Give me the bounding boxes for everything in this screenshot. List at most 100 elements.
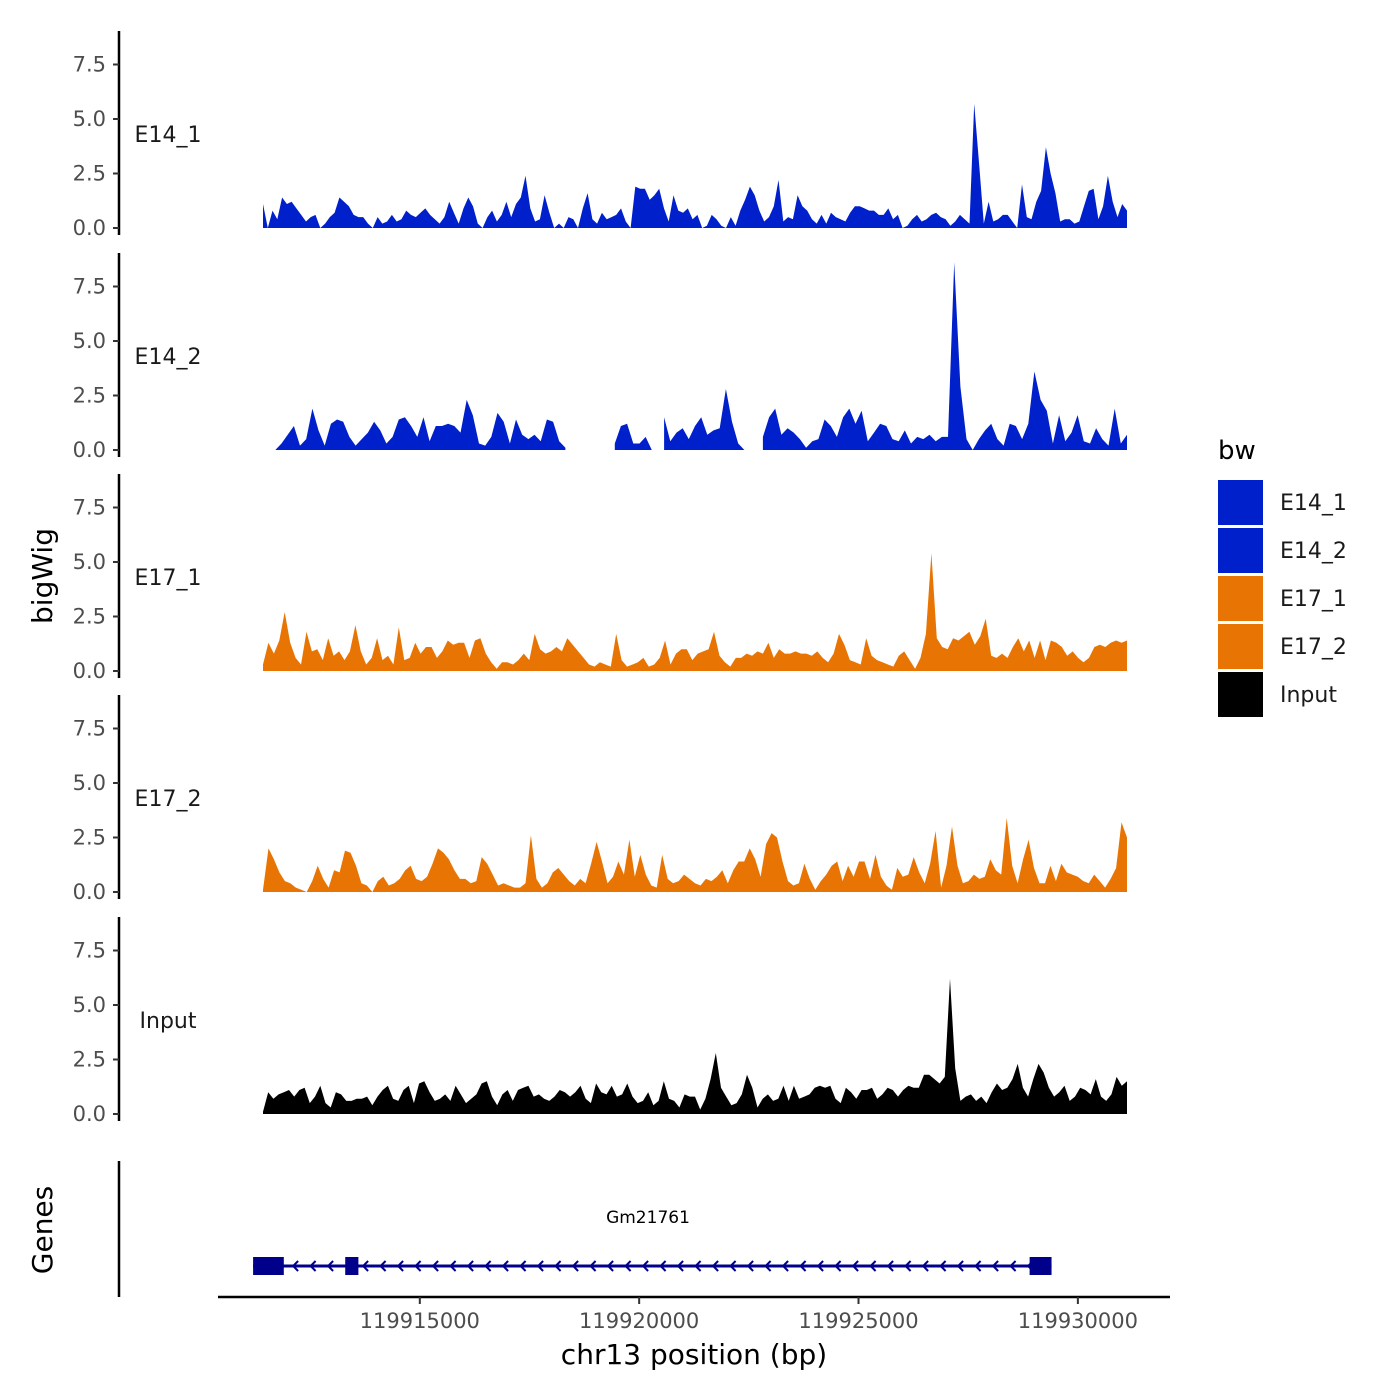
legend-label: E14_2 (1280, 539, 1347, 564)
legend-entry: E14_2 (1218, 528, 1347, 573)
y-tick-label: 0.0 (73, 880, 106, 904)
x-tick-label: 119925000 (798, 1309, 918, 1333)
strand-arrow (641, 1260, 649, 1272)
track-label: E14_2 (135, 345, 202, 370)
strand-arrow (536, 1260, 544, 1272)
y-tick-label: 0.0 (73, 659, 106, 683)
track-label: Input (140, 1009, 197, 1034)
strand-arrow (309, 1260, 317, 1272)
strand-arrow (396, 1260, 404, 1272)
genes-axis-title: Genes (26, 1186, 59, 1274)
strand-arrow (974, 1260, 982, 1272)
track-label: E17_2 (135, 787, 202, 812)
legend-swatch (1218, 672, 1263, 717)
x-tick-label: 119915000 (360, 1309, 480, 1333)
strand-arrow (291, 1260, 299, 1272)
legend-title: bw (1218, 436, 1256, 466)
strand-arrow (554, 1260, 562, 1272)
legend-entry: E17_2 (1218, 624, 1347, 669)
strand-arrow (361, 1260, 369, 1272)
legend-swatch (1218, 624, 1263, 669)
y-tick-label: 5.0 (73, 993, 106, 1017)
x-tick-label: 119920000 (579, 1309, 699, 1333)
gene-exon (345, 1257, 359, 1275)
strand-arrow (834, 1260, 842, 1272)
track-e17-2: 0.0 2.5 5.0 7.5 E17_2 (73, 695, 1127, 904)
y-axis-title: bigWig (26, 528, 59, 624)
y-tick-label: 0.0 (73, 216, 106, 240)
strand-arrow (501, 1260, 509, 1272)
y-tick-label: 7.5 (73, 939, 106, 963)
strand-arrow (851, 1260, 859, 1272)
signal-area (263, 978, 1127, 1114)
y-tick-label: 5.0 (73, 107, 106, 131)
y-tick-label: 2.5 (73, 162, 106, 186)
legend-swatch (1218, 480, 1263, 525)
y-tick-label: 7.5 (73, 496, 106, 520)
strand-arrow (886, 1260, 894, 1272)
signal-area (263, 262, 1127, 450)
signal-area (263, 553, 1127, 671)
y-tick-label: 2.5 (73, 605, 106, 629)
track-e14-2: 0.0 2.5 5.0 7.5 E14_2 (73, 253, 1127, 462)
strand-arrow (746, 1260, 754, 1272)
legend-label: Input (1280, 683, 1337, 708)
legend-swatch (1218, 528, 1263, 573)
x-tick-label: 119930000 (1018, 1309, 1138, 1333)
track-e17-1: 0.0 2.5 5.0 7.5 E17_1 (73, 474, 1127, 683)
signal-area (263, 103, 1127, 228)
legend-label: E17_2 (1280, 635, 1347, 660)
strand-arrow (799, 1260, 807, 1272)
y-tick-label: 5.0 (73, 771, 106, 795)
strand-arrow (484, 1260, 492, 1272)
strand-arrow (379, 1260, 387, 1272)
strand-arrow (519, 1260, 527, 1272)
strand-arrow (729, 1260, 737, 1272)
strand-arrow (676, 1260, 684, 1272)
y-tick-label: 5.0 (73, 550, 106, 574)
x-axis-title: chr13 position (bp) (561, 1338, 827, 1371)
strand-arrow (694, 1260, 702, 1272)
y-tick-label: 0.0 (73, 1102, 106, 1126)
legend-swatch (1218, 576, 1263, 621)
track-label: E17_1 (135, 566, 202, 591)
legend-entry: E17_1 (1218, 576, 1347, 621)
strand-arrow (869, 1260, 877, 1272)
legend-label: E17_1 (1280, 587, 1347, 612)
y-tick-label: 5.0 (73, 329, 106, 353)
strand-arrow (781, 1260, 789, 1272)
gene-exon (253, 1257, 284, 1275)
y-tick-label: 7.5 (73, 53, 106, 77)
y-tick-label: 2.5 (73, 826, 106, 850)
strand-arrow (606, 1260, 614, 1272)
track-panels: 0.0 2.5 5.0 7.5 E14_1 0.0 2.5 5.0 7.5 E14_2 0.0 2.5… (73, 31, 1127, 1126)
strand-arrow (904, 1260, 912, 1272)
strand-arrow (414, 1260, 422, 1272)
legend: bw E14_1 E14_2 E17_1 E17_2 Input (1218, 436, 1347, 717)
track-input: 0.0 2.5 5.0 7.5 Input (73, 917, 1127, 1126)
gene-label: Gm21761 (606, 1208, 690, 1228)
strand-arrow (571, 1260, 579, 1272)
strand-arrow (659, 1260, 667, 1272)
strand-arrow (816, 1260, 824, 1272)
genes-panel: Gm21761 (117, 1161, 1052, 1297)
strand-arrow (1009, 1260, 1017, 1272)
legend-entry: E14_1 (1218, 480, 1347, 525)
y-tick-label: 2.5 (73, 384, 106, 408)
strand-arrow (991, 1260, 999, 1272)
strand-arrow (764, 1260, 772, 1272)
strand-arrow (624, 1260, 632, 1272)
y-tick-label: 0.0 (73, 438, 106, 462)
track-label: E14_1 (135, 123, 202, 148)
y-tick-label: 7.5 (73, 717, 106, 741)
signal-area (263, 817, 1127, 892)
gene-exon (1029, 1257, 1052, 1275)
strand-arrow (589, 1260, 597, 1272)
track-e14-1: 0.0 2.5 5.0 7.5 E14_1 (73, 31, 1127, 240)
strand-arrow (939, 1260, 947, 1272)
strand-arrow (449, 1260, 457, 1272)
legend-entries: E14_1 E14_2 E17_1 E17_2 Input (1218, 480, 1347, 717)
strand-arrow (921, 1260, 929, 1272)
x-axis: 119915000 119920000 119925000 119930000 (218, 1295, 1170, 1333)
